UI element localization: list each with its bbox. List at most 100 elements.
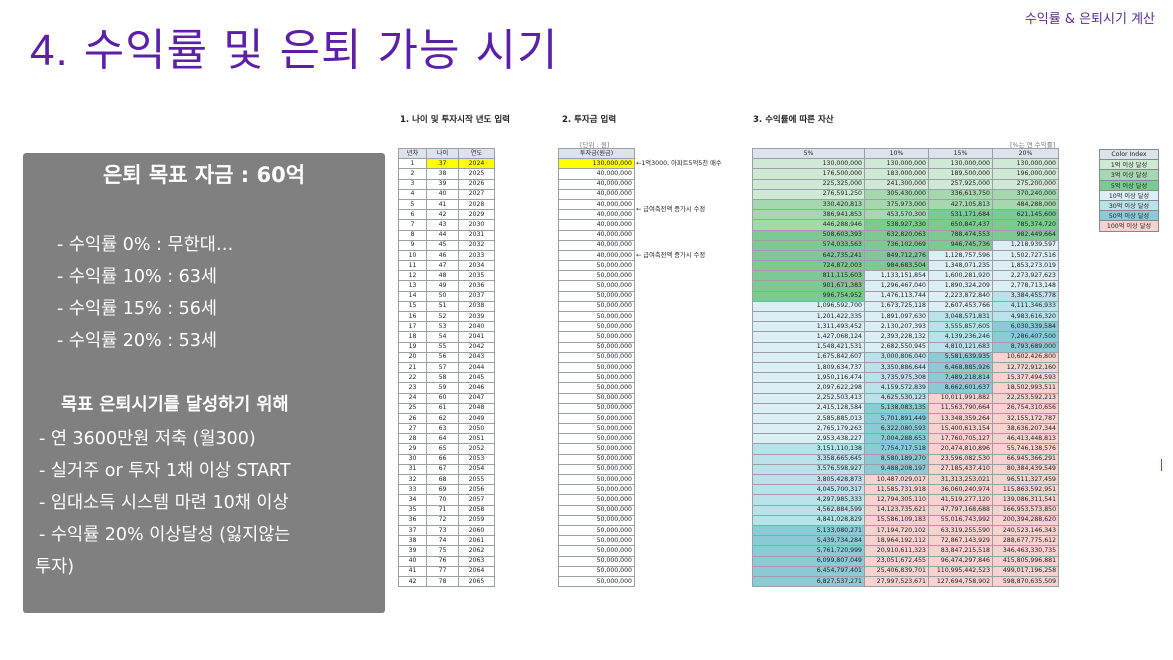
asset-cell[interactable]: 785,374,720 — [992, 219, 1059, 231]
asset-cell[interactable]: 6,099,807,049 — [752, 555, 865, 567]
year-index-cell[interactable]: 42 — [398, 575, 427, 588]
year-index-cell[interactable]: 13 — [398, 280, 427, 292]
asset-cell[interactable]: 15,377,494,593 — [992, 372, 1059, 384]
asset-cell[interactable]: 736,102,069 — [864, 239, 929, 251]
asset-cell[interactable]: 2,393,228,132 — [864, 331, 929, 343]
year-cell[interactable]: 2029 — [458, 209, 495, 221]
asset-cell[interactable]: 26,754,310,656 — [992, 402, 1059, 414]
asset-cell[interactable]: 1,673,725,118 — [864, 300, 929, 313]
asset-cell[interactable]: 8,580,189,270 — [864, 453, 929, 465]
age-cell[interactable]: 67 — [426, 463, 459, 476]
year-cell[interactable]: 2045 — [458, 372, 495, 384]
asset-cell[interactable]: 2,273,927,623 — [992, 270, 1059, 282]
age-cell[interactable]: 56 — [426, 351, 459, 363]
investment-cell[interactable]: 50,000,000 — [558, 290, 635, 302]
asset-cell[interactable]: 72,867,143,929 — [928, 535, 993, 547]
asset-cell[interactable]: 17,760,705,127 — [928, 433, 993, 445]
investment-cell[interactable]: 50,000,000 — [558, 504, 635, 516]
investment-cell[interactable]: 50,000,000 — [558, 351, 635, 363]
asset-cell[interactable]: 849,712,276 — [864, 249, 929, 262]
asset-cell[interactable]: 22,253,592,213 — [992, 392, 1059, 404]
asset-cell[interactable]: 27,185,437,410 — [928, 463, 993, 476]
year-index-cell[interactable]: 12 — [398, 270, 427, 282]
asset-cell[interactable]: 4,810,121,683 — [928, 341, 993, 353]
asset-cell[interactable]: 446,288,946 — [752, 219, 865, 231]
asset-cell[interactable]: 305,430,000 — [864, 188, 929, 200]
asset-cell[interactable]: 6,030,339,584 — [992, 321, 1059, 333]
age-cell[interactable]: 60 — [426, 392, 459, 404]
asset-cell[interactable]: 196,000,000 — [992, 168, 1059, 180]
age-cell[interactable]: 58 — [426, 372, 459, 384]
year-cell[interactable]: 2049 — [458, 412, 495, 425]
age-cell[interactable]: 69 — [426, 484, 459, 496]
age-cell[interactable]: 52 — [426, 310, 459, 323]
asset-cell[interactable]: 14,123,735,621 — [864, 504, 929, 516]
asset-cell[interactable]: 1,311,493,452 — [752, 321, 865, 333]
investment-cell[interactable]: 50,000,000 — [558, 535, 635, 547]
year-cell[interactable]: 2040 — [458, 321, 495, 333]
asset-cell[interactable]: 115,863,592,951 — [992, 484, 1059, 496]
asset-cell[interactable]: 130,000,000 — [864, 158, 929, 170]
asset-cell[interactable]: 3,805,428,873 — [752, 473, 865, 486]
asset-cell[interactable]: 508,603,393 — [752, 229, 865, 241]
year-cell[interactable]: 2047 — [458, 392, 495, 404]
asset-cell[interactable]: 17,194,720,102 — [864, 524, 929, 537]
year-index-cell[interactable]: 40 — [398, 555, 427, 567]
asset-cell[interactable]: 139,086,311,541 — [992, 494, 1059, 506]
age-cell[interactable]: 43 — [426, 219, 459, 231]
year-cell[interactable]: 2056 — [458, 484, 495, 496]
investment-cell[interactable]: 40,000,000 — [558, 188, 635, 200]
asset-cell[interactable]: 18,964,192,112 — [864, 535, 929, 547]
investment-cell[interactable]: 40,000,000 — [558, 198, 635, 211]
year-index-cell[interactable]: 11 — [398, 260, 427, 272]
year-index-cell[interactable]: 34 — [398, 494, 427, 506]
investment-cell[interactable]: 40,000,000 — [558, 219, 635, 231]
asset-cell[interactable]: 183,000,000 — [864, 168, 929, 180]
age-cell[interactable]: 51 — [426, 300, 459, 313]
asset-cell[interactable]: 9,488,208,197 — [864, 463, 929, 476]
age-cell[interactable]: 50 — [426, 290, 459, 302]
asset-cell[interactable]: 5,439,734,284 — [752, 535, 865, 547]
age-cell[interactable]: 61 — [426, 402, 459, 414]
age-cell[interactable]: 49 — [426, 280, 459, 292]
asset-cell[interactable]: 96,474,297,846 — [928, 555, 993, 567]
investment-cell[interactable]: 50,000,000 — [558, 260, 635, 272]
investment-cell[interactable]: 40,000,000 — [558, 209, 635, 221]
asset-cell[interactable]: 130,000,000 — [752, 158, 865, 170]
asset-cell[interactable]: 1,427,068,124 — [752, 331, 865, 343]
asset-cell[interactable]: 3,555,857,605 — [928, 321, 993, 333]
asset-cell[interactable]: 2,585,885,013 — [752, 412, 865, 425]
year-cell[interactable]: 2033 — [458, 249, 495, 262]
investment-cell[interactable]: 50,000,000 — [558, 392, 635, 404]
asset-cell[interactable]: 1,502,727,516 — [992, 249, 1059, 262]
asset-cell[interactable]: 5,701,891,449 — [864, 412, 929, 425]
year-cell[interactable]: 2052 — [458, 443, 495, 455]
year-cell[interactable]: 2059 — [458, 514, 495, 526]
investment-cell[interactable]: 50,000,000 — [558, 473, 635, 486]
year-cell[interactable]: 2044 — [458, 361, 495, 374]
year-index-cell[interactable]: 22 — [398, 372, 427, 384]
asset-cell[interactable]: 1,891,097,630 — [864, 310, 929, 323]
investment-cell[interactable]: 50,000,000 — [558, 524, 635, 537]
asset-cell[interactable]: 4,159,572,839 — [864, 382, 929, 394]
investment-cell[interactable]: 50,000,000 — [558, 310, 635, 323]
asset-cell[interactable]: 1,218,939,597 — [992, 239, 1059, 251]
year-index-cell[interactable]: 39 — [398, 545, 427, 557]
asset-cell[interactable]: 10,602,426,800 — [992, 351, 1059, 363]
age-cell[interactable]: 75 — [426, 545, 459, 557]
asset-cell[interactable]: 257,925,000 — [928, 178, 993, 190]
year-index-cell[interactable]: 19 — [398, 341, 427, 353]
year-index-cell[interactable]: 24 — [398, 392, 427, 404]
asset-cell[interactable]: 336,613,750 — [928, 188, 993, 200]
asset-cell[interactable]: 5,761,720,999 — [752, 545, 865, 557]
year-index-cell[interactable]: 23 — [398, 382, 427, 394]
asset-cell[interactable]: 20,474,810,896 — [928, 443, 993, 455]
asset-cell[interactable]: 811,115,603 — [752, 270, 865, 282]
asset-cell[interactable]: 1,201,422,335 — [752, 310, 865, 323]
year-index-cell[interactable]: 10 — [398, 249, 427, 262]
asset-cell[interactable]: 598,870,635,509 — [992, 575, 1059, 588]
asset-cell[interactable]: 7,489,218,814 — [928, 372, 993, 384]
asset-cell[interactable]: 3,350,886,644 — [864, 361, 929, 374]
asset-cell[interactable]: 225,325,000 — [752, 178, 865, 190]
asset-cell[interactable]: 4,562,884,599 — [752, 504, 865, 516]
